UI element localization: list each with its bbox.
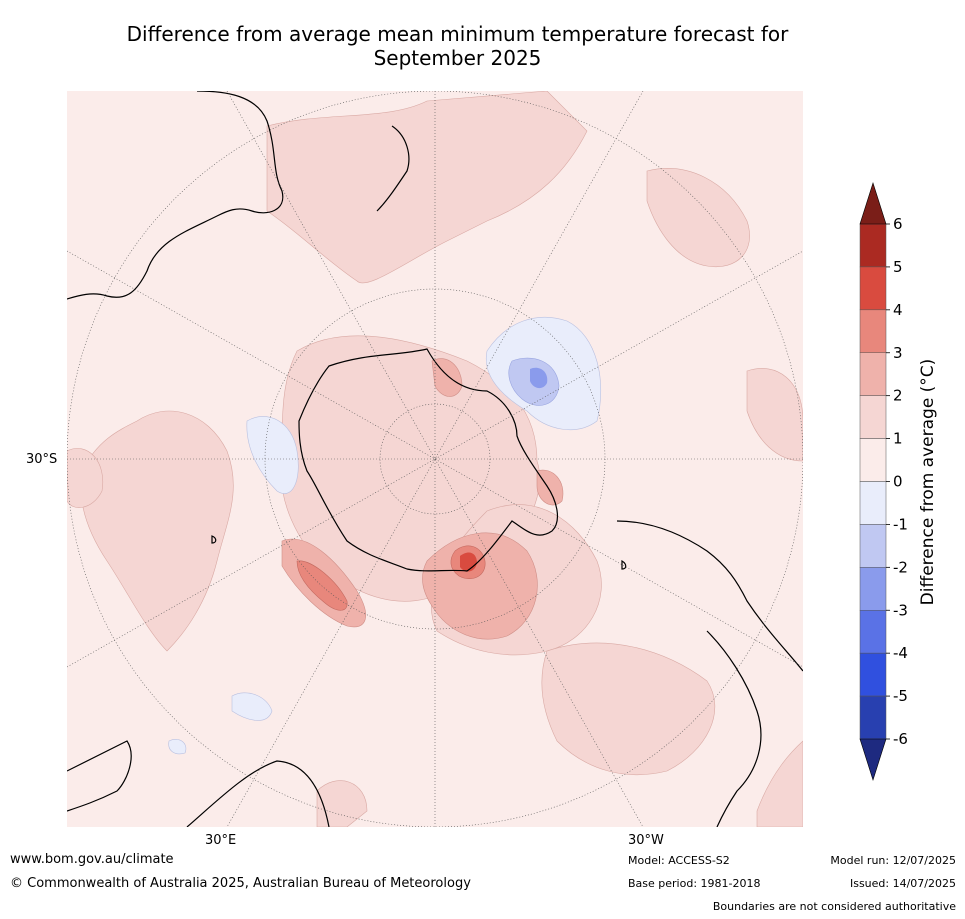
colorbar-band [859,223,887,268]
colorbar-band [859,395,887,439]
map-title: Difference from average mean minimum tem… [60,22,855,70]
colorbar-band [859,309,887,353]
colorbar-band [859,524,887,568]
colorbar-tick-label: -5 [893,687,908,705]
colorbar-tick-label: -2 [893,558,908,576]
footer-model-run: Model run: 12/07/2025 [830,854,956,867]
colorbar-band [859,610,887,654]
polar-map [67,91,803,827]
coastlines [67,91,803,827]
colorbar-ticks: 6 5 4 3 2 1 0 -1 -2 -3 -4 -5 -6 [886,215,908,748]
colorbar-tick-label: 2 [893,387,903,405]
colorbar-tick-label: 3 [893,344,903,362]
anomaly-band-1-2 [67,91,803,827]
graticule [67,91,803,827]
lon-label-30e: 30°E [205,833,237,848]
lat-label-30s: 30°S [26,452,58,467]
colorbar-tick-label: 0 [893,473,903,491]
colorbar-over-triangle [859,182,887,225]
anomaly-band-minus3-minus2 [530,367,548,389]
colorbar-band [859,652,887,697]
colorbar-band [859,352,887,396]
map-canvas [67,91,803,827]
colorbar-title: Difference from average (°C) [918,358,938,606]
colorbar-bands [859,223,887,740]
lon-label-30w: 30°W [628,833,664,848]
footer-copyright: © Commonwealth of Australia 2025, Austra… [10,876,471,891]
map-title-line1: Difference from average mean minimum tem… [126,22,789,46]
colorbar-band [859,695,887,740]
map-title-line2: September 2025 [373,46,542,70]
footer-website: www.bom.gov.au/climate [10,852,174,867]
colorbar-tick-label: -1 [893,515,908,533]
colorbar-tick-label: -4 [893,644,908,662]
colorbar: 6 5 4 3 2 1 0 -1 -2 -3 -4 -5 -6 [859,182,908,781]
colorbar-band [859,438,887,482]
colorbar-under-triangle [859,738,887,781]
footer-disclaimer: Boundaries are not considered authoritat… [712,900,956,913]
colorbar-tick-label: 4 [893,301,903,319]
colorbar-tick-label: -3 [893,601,908,619]
colorbar-tick-label: 5 [893,258,903,276]
colorbar-band [859,266,887,311]
colorbar-tick-label: 6 [893,215,903,233]
footer-model: Model: ACCESS-S2 [628,854,730,867]
colorbar-tick-label: 1 [893,430,903,448]
footer-issued: Issued: 14/07/2025 [849,877,956,890]
colorbar-tick-label: -6 [893,730,908,748]
colorbar-band [859,567,887,611]
footer-base-period: Base period: 1981-2018 [628,877,761,890]
colorbar-band [859,481,887,525]
